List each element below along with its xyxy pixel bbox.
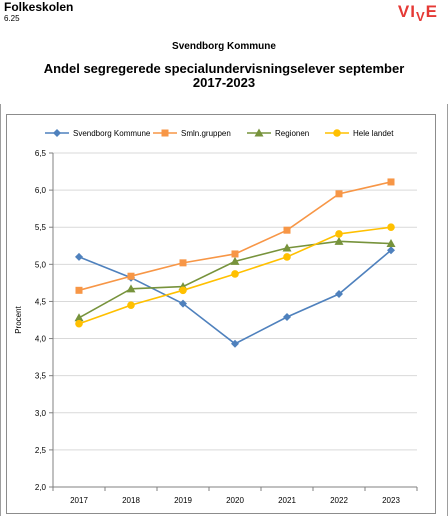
chart-title-line-1: Andel segregerede specialundervisningsel… xyxy=(43,61,405,76)
x-tick-label: 2020 xyxy=(226,496,244,505)
y-tick-label: 6,5 xyxy=(35,149,47,158)
data-point-smln-gruppen xyxy=(179,259,187,267)
data-point-hele-landet xyxy=(283,253,291,261)
data-point-smln-gruppen xyxy=(231,250,239,258)
x-tick-label: 2019 xyxy=(174,496,192,505)
municipality-name: Svendborg Kommune xyxy=(172,41,276,52)
chart-title: Andel segregerede specialundervisningsel… xyxy=(0,62,448,90)
chart-area: 2,0 2,5 3,0 3,5 4,0 4,5 5,0 5,5 6,0 6,5 2017 2018 20… xyxy=(6,114,436,514)
data-point-regionen xyxy=(230,256,240,265)
data-point-smln-gruppen xyxy=(387,178,395,186)
data-point-smln-gruppen xyxy=(283,226,291,234)
data-point-svendborg-kommune xyxy=(179,299,187,308)
legend-marker-svendborg-kommune xyxy=(53,129,61,137)
page-frame-left xyxy=(0,104,1,516)
legend-label-smln-gruppen: Smln.gruppen xyxy=(181,129,231,138)
data-point-regionen xyxy=(386,239,396,248)
y-tick-label: 5,5 xyxy=(35,223,47,232)
data-point-hele-landet xyxy=(127,301,135,309)
chart-title-line-2: 2017-2023 xyxy=(192,75,256,90)
data-point-regionen xyxy=(282,243,292,252)
y-tick-label: 2,0 xyxy=(35,483,47,492)
y-tick-label: 5,0 xyxy=(35,260,47,269)
data-point-hele-landet xyxy=(335,230,343,238)
data-point-svendborg-kommune xyxy=(335,290,343,299)
y-tick-label: 2,5 xyxy=(35,446,47,455)
y-tick-label: 6,0 xyxy=(35,186,47,195)
data-point-svendborg-kommune xyxy=(75,252,83,261)
data-point-smln-gruppen xyxy=(127,272,135,280)
figure-code: 6.25 xyxy=(4,14,20,23)
y-tick-label: 4,5 xyxy=(35,297,47,306)
data-point-hele-landet xyxy=(387,223,395,232)
x-tick-label: 2017 xyxy=(70,496,88,505)
y-tick-label: 3,0 xyxy=(35,409,47,418)
data-point-regionen xyxy=(126,284,136,293)
data-point-smln-gruppen xyxy=(75,286,83,294)
data-point-regionen xyxy=(74,313,84,322)
y-tick-label: 3,5 xyxy=(35,372,47,381)
data-point-hele-landet xyxy=(231,270,239,278)
data-point-hele-landet xyxy=(179,286,187,295)
report-section-title: Folkeskolen xyxy=(4,0,74,14)
line-chart: 2,0 2,5 3,0 3,5 4,0 4,5 5,0 5,5 6,0 6,5 2017 2018 20… xyxy=(14,128,418,505)
data-point-svendborg-kommune xyxy=(283,313,291,322)
x-tick-label: 2023 xyxy=(382,496,400,505)
legend-label-svendborg-kommune: Svendborg Kommune xyxy=(73,129,151,138)
y-axis-label: Procent xyxy=(14,305,23,333)
x-tick-label: 2021 xyxy=(278,496,296,505)
vive-logo: VIVE xyxy=(397,2,438,24)
data-point-hele-landet xyxy=(75,319,83,328)
legend-marker-smln-gruppen xyxy=(161,129,169,137)
data-point-svendborg-kommune xyxy=(231,339,239,348)
legend-label-hele-landet: Hele landet xyxy=(353,129,394,138)
data-point-regionen xyxy=(334,236,344,245)
legend-marker-hele-landet xyxy=(333,129,341,137)
data-point-smln-gruppen xyxy=(335,190,343,198)
legend-marker-regionen xyxy=(254,128,264,137)
legend-label-regionen: Regionen xyxy=(275,129,309,138)
x-tick-label: 2018 xyxy=(122,496,140,505)
data-point-svendborg-kommune xyxy=(387,246,395,255)
x-tick-label: 2022 xyxy=(330,496,348,505)
y-tick-label: 4,0 xyxy=(35,335,47,344)
